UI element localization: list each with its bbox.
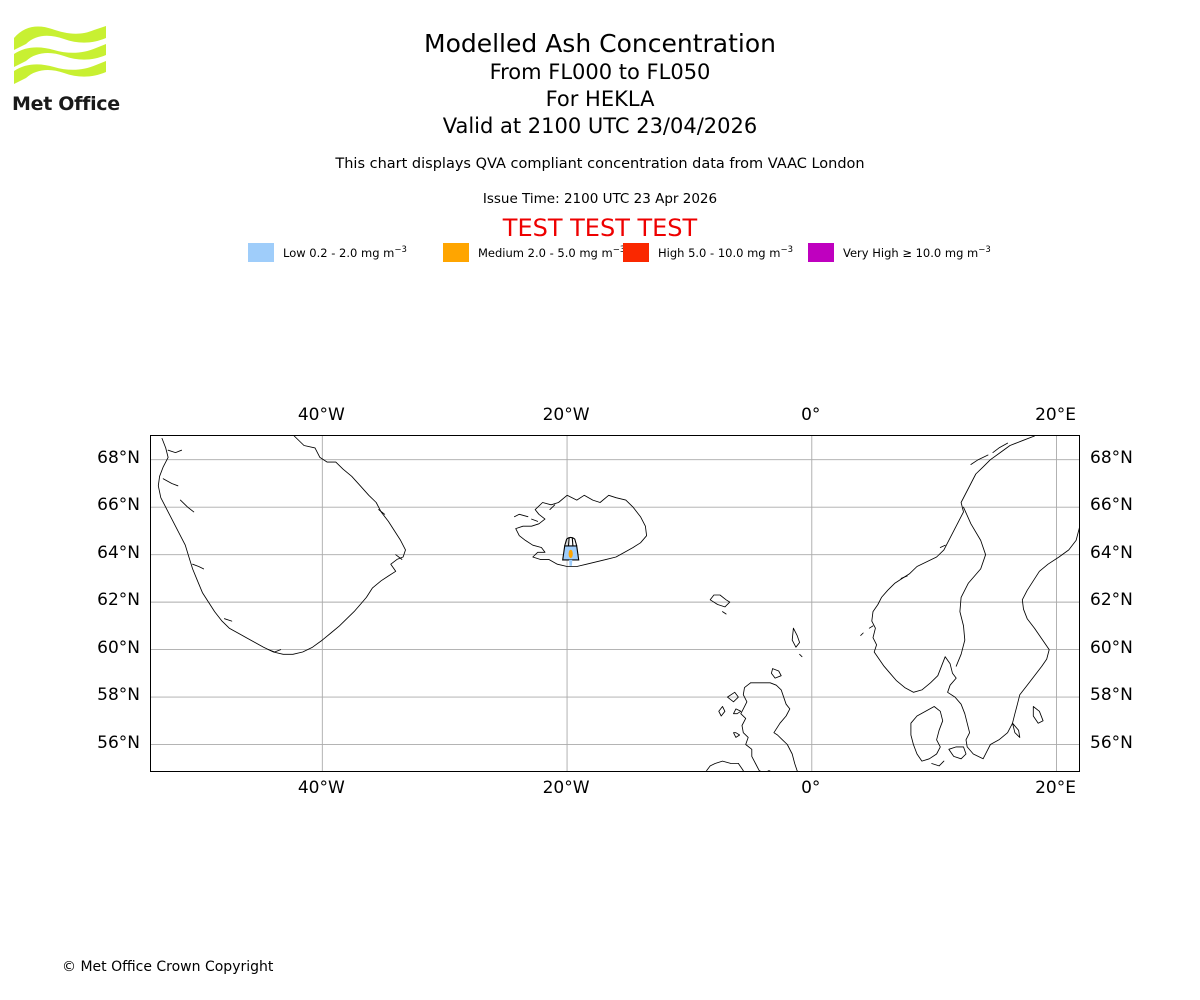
legend-swatch-medium bbox=[443, 242, 469, 262]
legend-label-very-high: Very High ≥ 10.0 mg m−3 bbox=[843, 244, 991, 260]
coastline-path bbox=[900, 575, 908, 579]
lat-tick-left-58°N: 58°N bbox=[97, 685, 140, 706]
lat-tick-right-66°N: 66°N bbox=[1090, 495, 1133, 516]
coastline-path bbox=[948, 746, 967, 760]
coastline-path bbox=[706, 760, 739, 771]
coastline-path bbox=[770, 668, 782, 679]
map-gridlines bbox=[151, 436, 1079, 771]
logo-wordmark: Met Office bbox=[12, 93, 120, 115]
coastline-path bbox=[179, 499, 195, 513]
test-banner: TEST TEST TEST bbox=[502, 214, 698, 242]
coastline-path bbox=[992, 442, 1009, 454]
lon-tick-bottom-20°W: 20°W bbox=[542, 778, 590, 798]
copyright-notice: © Met Office Crown Copyright bbox=[62, 959, 274, 975]
map-area: 68°N 68°N 66°N 66°N 64°N 64°N 62°N 62°N 60°N 60°N… bbox=[97, 405, 1133, 798]
ash-plume-spike bbox=[571, 537, 574, 546]
coastline-path bbox=[868, 625, 874, 629]
coastline-path bbox=[515, 494, 648, 567]
coastline-path bbox=[750, 682, 798, 771]
legend-entry-low: Low 0.2 - 2.0 mg m−3 bbox=[248, 240, 407, 264]
coastline-path bbox=[709, 594, 731, 608]
coastline-path bbox=[162, 478, 179, 487]
lat-tick-left-68°N: 68°N bbox=[97, 447, 140, 468]
coastline-path bbox=[726, 691, 739, 703]
lon-tick-top-20°E: 20°E bbox=[1035, 405, 1076, 425]
ash-plume-spike bbox=[574, 538, 578, 547]
coastline-path bbox=[740, 682, 771, 771]
coastline-path bbox=[1012, 722, 1021, 738]
coastline-path bbox=[733, 732, 741, 738]
coastline-path bbox=[531, 518, 539, 522]
coastline-path bbox=[167, 449, 183, 454]
qva-note: This chart displays QVA compliant concen… bbox=[335, 156, 865, 172]
issue-time: Issue Time: 2100 UTC 23 Apr 2026 bbox=[482, 191, 718, 207]
ash-plume-cap bbox=[566, 536, 576, 540]
lon-tick-top-40°W: 40°W bbox=[297, 405, 345, 425]
legend-swatch-very-high bbox=[808, 242, 834, 262]
legend-label-low: Low 0.2 - 2.0 mg m−3 bbox=[283, 244, 407, 260]
lat-tick-right-64°N: 64°N bbox=[1090, 542, 1133, 563]
coastline-path bbox=[549, 504, 556, 511]
coastline-path bbox=[192, 563, 205, 570]
ash-plume-spike bbox=[567, 537, 570, 546]
coastline-path bbox=[718, 706, 726, 717]
coastline-path bbox=[931, 760, 945, 767]
coastline-path bbox=[871, 436, 1079, 760]
title-volcano: For HEKLA bbox=[545, 87, 655, 111]
lat-tick-left-62°N: 62°N bbox=[97, 590, 140, 611]
legend-swatch-high bbox=[623, 242, 649, 262]
coastline-path bbox=[799, 653, 803, 658]
met-office-wave-logo-icon bbox=[14, 26, 106, 84]
lon-tick-bottom-20°E: 20°E bbox=[1035, 778, 1076, 798]
lon-tick-bottom-0°: 0° bbox=[801, 778, 821, 798]
coastlines bbox=[157, 436, 1079, 771]
coastline-path bbox=[910, 706, 944, 762]
met-office-logo: Met Office bbox=[12, 22, 122, 117]
coastline-path bbox=[157, 436, 406, 655]
lat-tick-left-64°N: 64°N bbox=[97, 542, 140, 563]
legend-entry-medium: Medium 2.0 - 5.0 mg m−3 bbox=[443, 240, 625, 264]
coastline-path bbox=[939, 544, 946, 548]
coastline-path bbox=[791, 627, 801, 648]
lon-tick-top-20°W: 20°W bbox=[542, 405, 590, 425]
coastline-path bbox=[378, 509, 386, 515]
concentration-legend: Low 0.2 - 2.0 mg m−3 Medium 2.0 - 5.0 mg … bbox=[248, 240, 1008, 264]
coastline-path bbox=[860, 632, 864, 636]
coastline-path bbox=[970, 454, 989, 465]
lon-tick-bottom-40°W: 40°W bbox=[297, 778, 345, 798]
ash-plume-medium-core bbox=[568, 549, 573, 559]
lat-tick-left-56°N: 56°N bbox=[97, 732, 140, 753]
coastline-path bbox=[737, 763, 744, 771]
lat-tick-right-56°N: 56°N bbox=[1090, 732, 1133, 753]
lat-tick-left-60°N: 60°N bbox=[97, 637, 140, 658]
legend-swatch-low bbox=[248, 242, 274, 262]
coastline-path bbox=[733, 708, 742, 715]
map-canvas bbox=[151, 436, 1079, 771]
lat-tick-right-62°N: 62°N bbox=[1090, 590, 1133, 611]
coastline-path bbox=[395, 554, 403, 560]
coastline-path bbox=[955, 506, 987, 667]
coastline-path bbox=[722, 611, 727, 615]
ash-plume-marker bbox=[562, 536, 580, 566]
coastline-path bbox=[223, 618, 233, 622]
coastline-path bbox=[513, 513, 529, 518]
lat-tick-right-58°N: 58°N bbox=[1090, 685, 1133, 706]
map-frame bbox=[150, 435, 1080, 772]
lat-tick-right-68°N: 68°N bbox=[1090, 447, 1133, 468]
chart-title-block: Modelled Ash Concentration From FL000 to… bbox=[130, 28, 1070, 140]
title-flight-levels: From FL000 to FL050 bbox=[489, 60, 711, 84]
lon-tick-top-0°: 0° bbox=[801, 405, 821, 425]
legend-label-high: High 5.0 - 10.0 mg m−3 bbox=[658, 244, 793, 260]
legend-entry-high: High 5.0 - 10.0 mg m−3 bbox=[623, 240, 793, 264]
coastline-path bbox=[268, 649, 282, 653]
legend-entry-very-high: Very High ≥ 10.0 mg m−3 bbox=[808, 240, 991, 264]
ash-plume-tail bbox=[569, 559, 573, 566]
lat-tick-right-60°N: 60°N bbox=[1090, 637, 1133, 658]
title-valid-time: Valid at 2100 UTC 23/04/2026 bbox=[442, 114, 758, 138]
page-title: Modelled Ash Concentration bbox=[424, 29, 776, 58]
coastline-path bbox=[1032, 706, 1044, 724]
lat-tick-left-66°N: 66°N bbox=[97, 495, 140, 516]
ash-plume-spike bbox=[564, 538, 568, 547]
legend-label-medium: Medium 2.0 - 5.0 mg m−3 bbox=[478, 244, 626, 260]
